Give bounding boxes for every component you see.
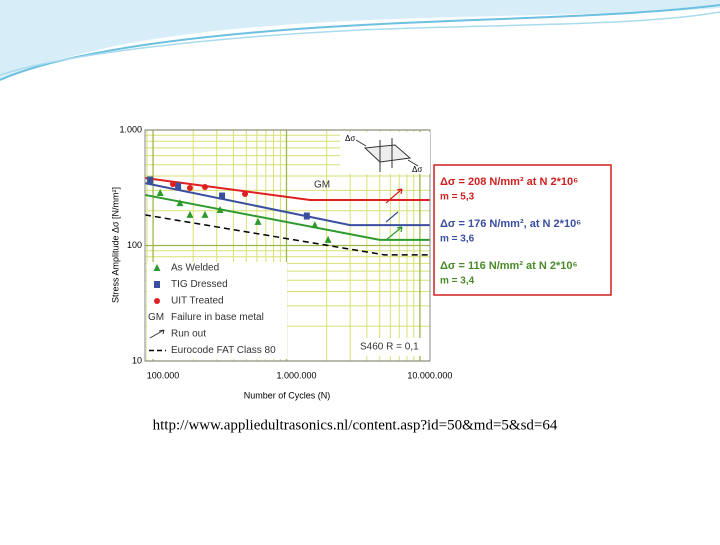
- result-slope: m = 3,6: [440, 234, 475, 245]
- fatigue-curve: [144, 182, 430, 227]
- gm-annotation: GM: [314, 180, 330, 191]
- circle-marker: [201, 183, 208, 190]
- result-slope: m = 3,4: [440, 276, 475, 287]
- triangle-marker: [311, 221, 319, 229]
- sketch-label: Δσ: [345, 134, 355, 143]
- square-marker: [219, 192, 226, 200]
- run-out-arrows: [385, 188, 403, 241]
- y-tick-label: 1.000: [119, 124, 142, 134]
- legend-label: UIT Treated: [171, 296, 224, 307]
- x-tick-label: 1.000.000: [276, 370, 316, 380]
- triangle-marker: [216, 205, 224, 213]
- plot-frame: [144, 129, 431, 362]
- caption: http://www.appliedultrasonics.nl/content…: [153, 417, 558, 433]
- specimen-sketch: Δσ Δσ: [340, 132, 430, 174]
- triangle-marker: [201, 210, 209, 218]
- legend-arrow: [149, 329, 165, 339]
- result-stress: Δσ = 208 N/mm² at N 2*10⁶: [440, 176, 578, 188]
- x-tick-label: 10.000.000: [407, 370, 452, 380]
- square-marker: [175, 182, 182, 190]
- x-axis-label: Number of Cycles (N): [244, 390, 331, 400]
- result-slope: m = 5,3: [440, 192, 475, 203]
- square-marker: [303, 212, 310, 220]
- legend-label: As Welded: [171, 263, 219, 274]
- stiffener: [379, 138, 393, 172]
- sketch-label: Δσ: [412, 165, 422, 174]
- material-annotation: S460 R = 0,1: [360, 342, 419, 353]
- fatigue-curve: [144, 193, 430, 241]
- legend-bg: [147, 262, 287, 359]
- run-out-arrow: [385, 226, 403, 241]
- legend-label: Eurocode FAT Class 80: [171, 345, 276, 356]
- results: Δσ = 208 N/mm² at N 2*10⁶ m = 5,3 Δσ = 176…: [440, 176, 581, 287]
- result-stress: Δσ = 116 N/mm² at N 2*10⁶: [440, 260, 578, 272]
- plate: [363, 144, 412, 163]
- legend-symbol: GM: [148, 312, 164, 323]
- force-arrows: [355, 139, 419, 167]
- triangle-marker: [324, 235, 332, 243]
- triangle-marker: [156, 188, 164, 196]
- y-tick-label: 100: [127, 240, 142, 250]
- decor-swoosh: [0, 0, 720, 80]
- legend: As Welded TIG Dressed UIT Treated GM Failure…: [148, 263, 276, 357]
- square-marker: [147, 176, 154, 184]
- decor-line: [0, 11, 720, 76]
- x-tick-label: 100.000: [147, 370, 180, 380]
- circle-marker: [154, 298, 160, 304]
- run-out-arrow: [385, 188, 403, 204]
- triangle-marker: [153, 264, 161, 271]
- triangle-marker: [254, 217, 262, 225]
- circle-marker: [169, 181, 176, 188]
- circle-marker: [242, 191, 249, 198]
- legend-label: TIG Dressed: [171, 279, 228, 290]
- legend-label: Failure in base metal: [171, 312, 264, 323]
- y-axis-label: Stress Amplitude Δσ [N/mm²]: [110, 187, 120, 303]
- circle-marker: [186, 184, 193, 191]
- triangle-marker: [186, 210, 194, 218]
- result-stress: Δσ = 176 N/mm², at N 2*10⁶: [440, 218, 581, 230]
- triangle-marker: [176, 199, 184, 207]
- material-bg: [356, 338, 428, 356]
- reference-line: [144, 214, 430, 256]
- square-marker: [154, 281, 160, 288]
- results-box: [433, 164, 612, 296]
- y-tick-label: 10: [132, 355, 142, 365]
- legend-label: Run out: [171, 329, 206, 340]
- run-out-arrow: [385, 211, 399, 223]
